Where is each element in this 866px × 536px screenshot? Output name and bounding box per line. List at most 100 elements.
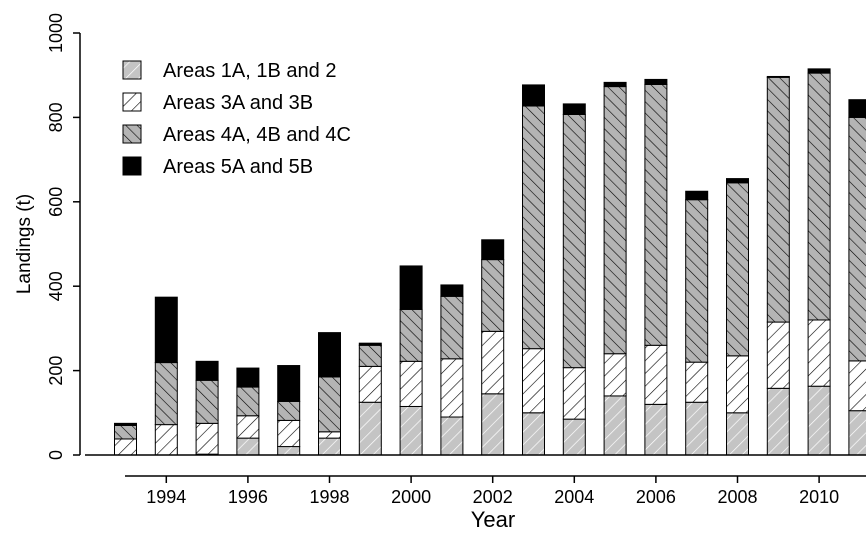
x-tick-label-2006: 2006 [636,487,676,507]
bar-segment-2009-series-1 [767,388,789,455]
legend-swatch-3 [123,125,141,143]
x-axis-title: Year [471,507,515,531]
bar-segment-1999-series-3 [359,345,381,366]
bar-segment-2002-series-4 [482,240,504,260]
x-tick-label-1994: 1994 [146,487,186,507]
bar-segment-1997-series-1 [278,447,300,455]
bar-segment-1995-series-2 [196,423,218,454]
bar-segment-1996-series-2 [237,416,259,438]
bar-segment-2006-series-4 [645,79,667,84]
bar-segment-1997-series-3 [278,401,300,420]
bar-stack-2004 [563,104,585,455]
bar-stack-2011 [849,100,866,455]
y-tick-label-1000: 1000 [46,13,66,53]
bar-stack-1996 [237,368,259,455]
bar-segment-2000-series-4 [400,266,422,309]
x-tick-label-2010: 2010 [799,487,839,507]
bar-segment-1999-series-4 [359,343,381,345]
x-tick-label-2002: 2002 [473,487,513,507]
bar-segment-2010-series-1 [808,386,830,455]
bar-segment-2001-series-4 [441,285,463,296]
bar-stack-2002 [482,240,504,455]
x-tick-label-1996: 1996 [228,487,268,507]
bar-segment-2001-series-2 [441,359,463,417]
bar-segment-1998-series-2 [319,432,341,438]
bar-segment-2000-series-3 [400,309,422,361]
bar-segment-2003-series-1 [523,413,545,455]
bar-segment-2007-series-1 [686,402,708,455]
bar-segment-2011-series-3 [849,117,866,360]
bar-segment-2007-series-2 [686,362,708,402]
bar-segment-1994-series-2 [155,425,177,455]
bar-stack-2007 [686,191,708,455]
x-axis: 1994 1996 1998 2000 2002 2004 2006 2008 2010 [125,476,866,507]
legend: Areas 1A, 1B and 2 Areas 3A and 3B Areas 4… [123,60,351,178]
bar-segment-2009-series-2 [767,322,789,388]
legend-label-1: Areas 1A, 1B and 2 [163,60,336,82]
bar-segment-1996-series-4 [237,368,259,387]
bar-segment-2010-series-3 [808,73,830,320]
y-tick-label-200: 200 [46,356,66,386]
bar-stack-1993 [115,423,137,455]
bar-segment-2001-series-1 [441,417,463,455]
bar-segment-2004-series-2 [563,368,585,419]
bar-segment-1994-series-4 [155,297,177,362]
bar-stack-1995 [196,361,218,455]
bar-segment-1997-series-4 [278,366,300,402]
bar-segment-1996-series-3 [237,387,259,416]
legend-label-2: Areas 3A and 3B [163,92,313,114]
bar-segment-2003-series-3 [523,106,545,349]
bar-segment-2011-series-2 [849,361,866,411]
bar-segment-1994-series-3 [155,363,177,425]
x-tick-label-1998: 1998 [309,487,349,507]
x-tick-label-2000: 2000 [391,487,431,507]
bar-segment-1999-series-1 [359,402,381,455]
bar-segment-1997-series-2 [278,420,300,446]
bar-segment-2005-series-2 [604,354,626,396]
x-tick-label-2004: 2004 [554,487,594,507]
bar-segment-2009-series-4 [767,76,789,77]
bar-segment-2010-series-2 [808,320,830,386]
bar-stack-2009 [767,76,789,455]
bar-segment-2004-series-3 [563,114,585,367]
bar-segment-1993-series-2 [115,439,137,455]
bar-segment-2004-series-4 [563,104,585,115]
bar-segment-1993-series-4 [115,423,137,425]
bar-segment-2007-series-4 [686,191,708,199]
y-tick-label-800: 800 [46,102,66,132]
bar-segment-2011-series-4 [849,100,866,118]
bar-segment-2006-series-3 [645,84,667,345]
bar-segment-1995-series-4 [196,361,218,380]
legend-label-4: Areas 5A and 5B [163,156,313,178]
bar-segment-2006-series-1 [645,404,667,455]
bar-segment-2002-series-3 [482,260,504,332]
bar-segment-2008-series-1 [727,413,749,455]
bar-stack-1998 [319,333,341,455]
y-axis-title: Landings (t) [14,194,35,294]
bar-segment-2001-series-3 [441,296,463,358]
y-axis: 0 200 400 600 800 1000 [46,13,80,460]
bar-stack-1997 [278,366,300,455]
bar-stack-2005 [604,82,626,455]
legend-label-3: Areas 4A, 4B and 4C [163,124,351,146]
bar-segment-2006-series-2 [645,345,667,404]
bar-segment-2011-series-1 [849,411,866,455]
bar-segment-1993-series-3 [115,425,137,439]
bar-stack-2010 [808,69,830,455]
y-tick-label-0: 0 [46,450,66,460]
legend-swatch-2 [123,93,141,111]
y-tick-label-600: 600 [46,187,66,217]
bar-stack-1994 [155,297,177,455]
y-tick-label-400: 400 [46,271,66,301]
bar-segment-2005-series-1 [604,396,626,455]
bar-segment-1995-series-3 [196,380,218,423]
bar-segment-2003-series-2 [523,349,545,413]
x-tick-label-2008: 2008 [717,487,757,507]
bar-segment-2007-series-3 [686,200,708,362]
bar-segment-2009-series-3 [767,77,789,322]
bar-segment-2008-series-2 [727,356,749,413]
bar-segment-2000-series-1 [400,406,422,455]
bar-segment-1999-series-2 [359,366,381,402]
